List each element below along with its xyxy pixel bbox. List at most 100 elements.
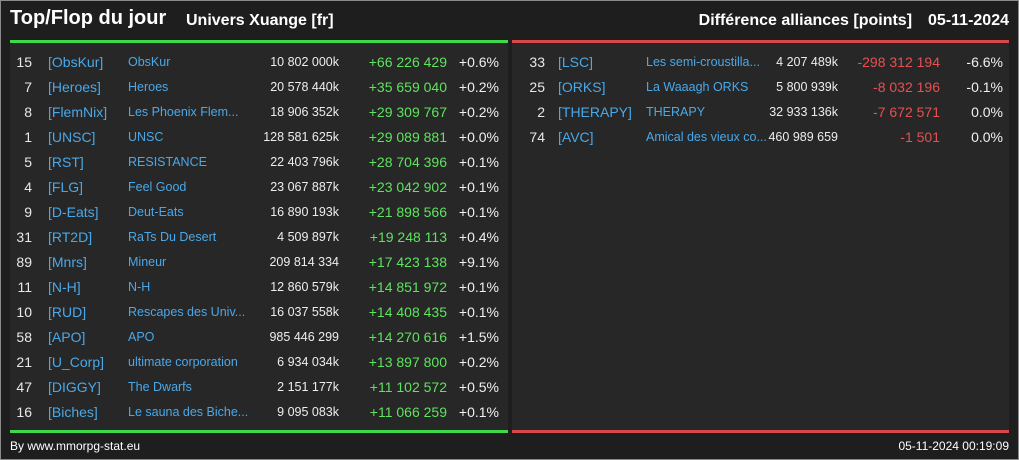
alliance-points: 128 581 625k xyxy=(263,130,339,144)
percent-change: +0.1% xyxy=(458,154,499,170)
alliance-name-link[interactable]: N-H xyxy=(128,280,151,294)
alliance-points: 4 509 897k xyxy=(277,230,339,244)
alliance-name-link[interactable]: Feel Good xyxy=(128,180,187,194)
alliance-tag-link[interactable]: [FLG] xyxy=(48,179,84,195)
points-difference: +14 408 435 xyxy=(368,304,447,320)
alliance-tag-link[interactable]: [AVC] xyxy=(558,129,594,145)
alliance-name-link[interactable]: ObsKur xyxy=(128,55,171,69)
percent-change: +0.1% xyxy=(458,404,499,420)
alliance-tag-link[interactable]: [FlemNix] xyxy=(48,104,108,120)
percent-change: +0.0% xyxy=(458,129,499,145)
points-difference: +35 659 040 xyxy=(368,79,447,95)
alliance-points: 209 814 334 xyxy=(269,255,339,269)
alliance-name-link[interactable]: La Waaagh ORKS xyxy=(646,80,749,94)
alliance-points: 23 067 887k xyxy=(270,180,339,194)
points-difference: +28 704 396 xyxy=(368,154,447,170)
generated-timestamp: 05-11-2024 00:19:09 xyxy=(898,439,1009,453)
alliance-points: 18 906 352k xyxy=(270,105,339,119)
alliance-tag-link[interactable]: [RST] xyxy=(48,154,84,170)
alliance-tag-link[interactable]: [N-H] xyxy=(48,279,81,295)
alliance-tag-link[interactable]: [ObsKur] xyxy=(48,54,104,70)
alliance-tag-link[interactable]: [LSC] xyxy=(558,54,594,70)
alliance-name-link[interactable]: Deut-Eats xyxy=(128,205,184,219)
points-difference: +14 270 616 xyxy=(368,329,447,345)
alliance-name-link[interactable]: RaTs Du Desert xyxy=(128,230,217,244)
alliance-points: 460 989 659 xyxy=(768,130,838,144)
flop-panel: 33 [LSC] Les semi-croustilla... 4 207 489k -… xyxy=(512,40,1009,433)
percent-change: +0.6% xyxy=(458,54,499,70)
alliance-tag-link[interactable]: [U_Corp] xyxy=(48,354,105,370)
alliance-name-link[interactable]: UNSC xyxy=(128,130,164,144)
points-difference: +13 897 800 xyxy=(368,354,447,370)
flop-row: 33 [LSC] Les semi-croustilla... 4 207 489k -… xyxy=(512,50,1009,75)
percent-change: -6.6% xyxy=(966,54,1003,70)
alliance-points: 22 403 796k xyxy=(270,155,339,169)
alliance-tag-link[interactable]: [Mnrs] xyxy=(48,254,87,270)
top-row: 4 [FLG] Feel Good 23 067 887k +23 042 902 +0.… xyxy=(10,175,508,200)
page-title: Top/Flop du jour xyxy=(10,7,167,29)
header-right: Différence alliances [points] 05-11-2024 xyxy=(699,12,1009,30)
alliance-rank: 7 xyxy=(24,79,32,95)
source-credit: By www.mmorpg-stat.eu xyxy=(10,439,141,453)
percent-change: +0.4% xyxy=(458,229,499,245)
percent-change: +0.1% xyxy=(458,279,499,295)
alliance-name-link[interactable]: Le sauna des Biche... xyxy=(128,405,249,419)
alliance-name-link[interactable]: Rescapes des Univ... xyxy=(128,305,246,319)
alliance-tag-link[interactable]: [APO] xyxy=(48,329,86,345)
alliance-points: 16 890 193k xyxy=(270,205,339,219)
points-difference: +29 089 881 xyxy=(368,129,447,145)
points-difference: -7 672 571 xyxy=(873,104,940,120)
percent-change: +0.2% xyxy=(458,354,499,370)
alliance-tag-link[interactable]: [Biches] xyxy=(48,404,98,420)
percent-change: -0.1% xyxy=(966,79,1003,95)
alliance-tag-link[interactable]: [RUD] xyxy=(48,304,87,320)
alliance-rank: 9 xyxy=(24,204,32,220)
points-difference: +17 423 138 xyxy=(368,254,447,270)
top-panel: 15 [ObsKur] ObsKur 10 802 000k +66 226 429 +0… xyxy=(10,40,508,433)
points-difference: +19 248 113 xyxy=(369,229,447,245)
top-row: 8 [FlemNix] Les Phoenix Flem... 18 906 352k… xyxy=(10,100,508,125)
header: Top/Flop du jour Univers Xuange [fr] Dif… xyxy=(10,7,1009,37)
points-difference: -298 312 194 xyxy=(857,54,940,70)
alliance-rank: 4 xyxy=(24,179,32,195)
alliance-name-link[interactable]: Les semi-croustilla... xyxy=(646,55,760,69)
alliance-tag-link[interactable]: [UNSC] xyxy=(48,129,96,145)
alliance-tag-link[interactable]: [THERAPY] xyxy=(558,104,632,120)
universe-subtitle: Univers Xuange [fr] xyxy=(186,12,334,29)
alliance-name-link[interactable]: Amical des vieux co... xyxy=(646,130,767,144)
points-difference: +66 226 429 xyxy=(368,54,447,70)
alliance-name-link[interactable]: RESISTANCE xyxy=(128,155,207,169)
top-row: 16 [Biches] Le sauna des Biche... 9 095 083… xyxy=(10,400,508,425)
points-difference: -1 501 xyxy=(900,129,940,145)
alliance-points: 12 860 579k xyxy=(270,280,339,294)
alliance-rank: 15 xyxy=(16,54,32,70)
points-difference: +21 898 566 xyxy=(368,204,447,220)
top-row: 47 [DIGGY] The Dwarfs 2 151 177k +11 102 572… xyxy=(10,375,508,400)
alliance-rank: 21 xyxy=(16,354,32,370)
alliance-name-link[interactable]: APO xyxy=(128,330,155,344)
alliance-tag-link[interactable]: [D-Eats] xyxy=(48,204,99,220)
alliance-name-link[interactable]: The Dwarfs xyxy=(128,380,192,394)
flop-row: 2 [THERAPY] THERAPY 32 933 136k -7 672 571 0.… xyxy=(512,100,1009,125)
alliance-tag-link[interactable]: [Heroes] xyxy=(48,79,101,95)
percent-change: +0.2% xyxy=(458,79,499,95)
top-row: 89 [Mnrs] Mineur 209 814 334 +17 423 138 +9.1… xyxy=(10,250,508,275)
alliance-points: 6 934 034k xyxy=(277,355,339,369)
top-row: 5 [RST] RESISTANCE 22 403 796k +28 704 396 +0… xyxy=(10,150,508,175)
alliance-tag-link[interactable]: [RT2D] xyxy=(48,229,93,245)
alliance-tag-link[interactable]: [ORKS] xyxy=(558,79,606,95)
alliance-points: 4 207 489k xyxy=(776,55,838,69)
points-difference: +11 066 259 xyxy=(369,404,447,420)
alliance-tag-link[interactable]: [DIGGY] xyxy=(48,379,101,395)
alliance-name-link[interactable]: ultimate corporation xyxy=(128,355,238,369)
alliance-points: 9 095 083k xyxy=(277,405,339,419)
top-row: 58 [APO] APO 985 446 299 +14 270 616 +1.5% xyxy=(10,325,508,350)
alliance-name-link[interactable]: Mineur xyxy=(128,255,167,269)
points-difference: +11 102 572 xyxy=(369,379,447,395)
points-difference: -8 032 196 xyxy=(873,79,940,95)
alliance-name-link[interactable]: Les Phoenix Flem... xyxy=(128,105,239,119)
alliance-rank: 33 xyxy=(529,54,545,70)
top-row: 10 [RUD] Rescapes des Univ... 16 037 558k +1… xyxy=(10,300,508,325)
alliance-name-link[interactable]: THERAPY xyxy=(646,105,706,119)
alliance-name-link[interactable]: Heroes xyxy=(128,80,169,94)
